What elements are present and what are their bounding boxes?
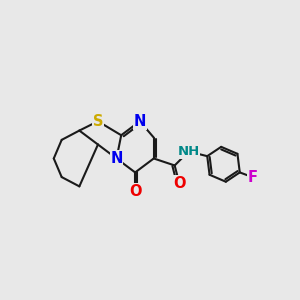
Text: N: N [110,151,123,166]
Text: O: O [129,184,141,199]
Text: NH: NH [178,145,200,158]
Text: N: N [134,114,146,129]
Text: O: O [173,176,186,191]
Text: F: F [247,169,257,184]
Text: S: S [93,114,103,129]
